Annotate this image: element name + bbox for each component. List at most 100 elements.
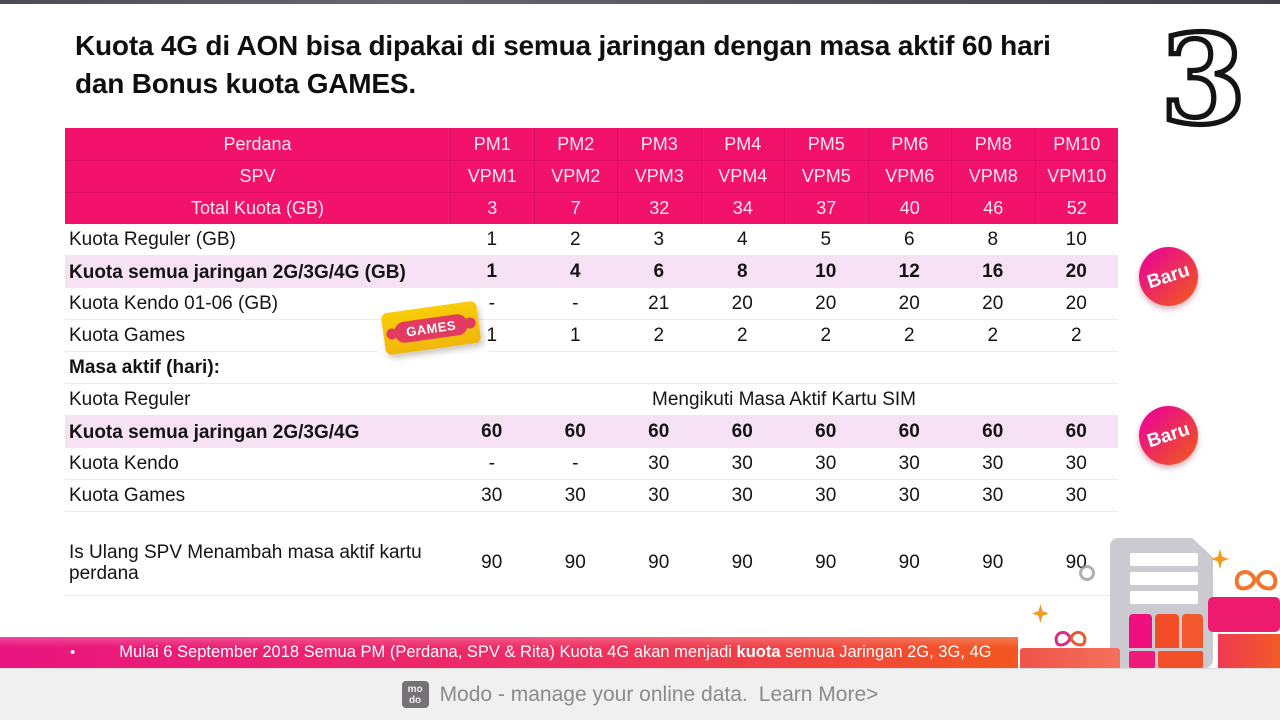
value-cell: 60	[815, 421, 837, 442]
table-row: Kuota Kendo - - 30 30 30 30 30 30	[65, 448, 1118, 480]
tri-3-logo: 3	[1142, 5, 1260, 154]
value-cell: 6	[653, 261, 665, 282]
sim-stripe	[1130, 572, 1198, 585]
header-row-label: Perdana	[223, 133, 292, 154]
value-cell: -	[488, 452, 495, 474]
value-cell: -	[488, 292, 495, 314]
header-cell: PM5	[784, 128, 868, 160]
header-cell: 3	[450, 193, 534, 224]
sparkle-icon	[1211, 549, 1229, 569]
value-cell: 90	[898, 551, 920, 573]
header-cell: PM4	[700, 128, 785, 160]
value-cell: 1	[569, 324, 581, 346]
value-cell: 3	[653, 228, 665, 250]
value-cell: 90	[648, 551, 670, 573]
table-row: Masa aktif (hari):	[65, 352, 1118, 384]
modo-logo-top: mo	[407, 683, 423, 695]
games-sticker-label: GAMES	[405, 317, 457, 339]
value-cell: 60	[898, 421, 920, 442]
table-row: Kuota semua jaringan 2G/3G/4G (GB) 1 4 6 8 10…	[65, 256, 1118, 288]
value-cell: 20	[815, 292, 837, 314]
value-cell: 2	[820, 324, 832, 346]
value-cell: 4	[736, 228, 748, 250]
sim-card-illustration	[1110, 538, 1213, 668]
table-row: Kuota Kendo 01-06 (GB) - - 21 20 20 20 20 20	[65, 288, 1118, 320]
top-border-strip	[0, 0, 1280, 4]
value-cell: 1	[486, 261, 498, 282]
header-cell: 40	[867, 193, 952, 224]
brick-decoration	[1158, 651, 1203, 668]
value-cell: 2	[569, 228, 581, 250]
value-cell: 20	[731, 292, 753, 314]
baru-badge-quota: Baru	[1139, 247, 1198, 306]
value-cell: 90	[815, 551, 837, 573]
value-cell: 10	[815, 261, 837, 282]
value-cell: 10	[1065, 228, 1087, 250]
value-cell: 30	[731, 484, 753, 506]
app-banner[interactable]: mo do Modo - manage your online data. Le…	[0, 668, 1280, 720]
value-cell: 30	[1065, 484, 1087, 506]
brick-decoration	[1155, 614, 1179, 648]
value-cell: 30	[481, 484, 503, 506]
value-cell: 2	[903, 324, 915, 346]
value-cell: 30	[982, 452, 1004, 474]
value-cell: 20	[982, 292, 1004, 314]
header-row-label: SPV	[239, 166, 276, 186]
header-cell: PM1	[450, 128, 534, 160]
modo-logo: mo do	[401, 681, 429, 708]
value-cell: 30	[564, 484, 586, 506]
table-row: Kuota semua jaringan 2G/3G/4G 60 60 60 60 60 6…	[65, 416, 1118, 448]
row-label: Kuota semua jaringan 2G/3G/4G	[69, 421, 360, 443]
header-cell: VPM1	[450, 161, 534, 192]
header-cell: VPM10	[1034, 161, 1119, 192]
value-cell: -	[572, 292, 579, 314]
header-cell: 46	[951, 193, 1035, 224]
banner-learn-more-link[interactable]: Learn More>	[758, 682, 879, 706]
header-cell: 37	[784, 193, 868, 224]
baru-badge-validity: Baru	[1139, 406, 1198, 465]
value-cell: 30	[815, 484, 837, 506]
table-row: Kuota Games 30 30 30 30 30 30 30 30	[65, 480, 1118, 512]
sim-stripe	[1130, 553, 1198, 566]
banner-text: Modo - manage your online data.	[439, 682, 748, 706]
header-cell: VPM4	[700, 161, 785, 192]
table-header: Perdana PM1 PM2 PM3 PM4 PM5 PM6 PM8 PM10 SPV VPM1 V…	[65, 128, 1118, 224]
slide-title: Kuota 4G di AON bisa dipakai di semua ja…	[75, 27, 1085, 103]
games-sticker-band: GAMES	[392, 312, 470, 344]
value-cell: 16	[982, 261, 1004, 282]
row-label: Kuota Reguler	[69, 389, 191, 410]
header-cell: PM6	[867, 128, 952, 160]
value-cell: 12	[898, 261, 920, 282]
row-span-text: Mengikuti Masa Aktif Kartu SIM	[652, 388, 916, 410]
value-cell: 30	[731, 452, 753, 474]
value-cell: 8	[987, 228, 999, 250]
row-label: Is Ulang SPV Menambah masa aktif kartu p…	[69, 541, 422, 584]
table-row: Kuota Reguler Mengikuti Masa Aktif Kartu …	[65, 384, 1118, 416]
value-cell: 20	[1065, 292, 1087, 314]
footnote-text-before: Mulai 6 September 2018 Semua PM (Perdana…	[119, 643, 737, 661]
footnote-bold-word: kuota	[736, 643, 781, 661]
value-cell: 30	[648, 452, 670, 474]
modo-logo-bottom: do	[408, 694, 422, 706]
footnote-bullet: •	[70, 644, 76, 661]
value-cell: 90	[481, 551, 503, 573]
slide-title-line2: dan Bonus kuota GAMES.	[75, 68, 416, 99]
header-cell: 7	[533, 193, 618, 224]
value-cell: 5	[820, 228, 832, 250]
svg-text:3: 3	[1161, 18, 1246, 138]
baru-badge-label: Baru	[1144, 418, 1193, 452]
value-cell: 60	[982, 421, 1004, 442]
value-cell: 2	[653, 324, 665, 346]
quota-table: Perdana PM1 PM2 PM3 PM4 PM5 PM6 PM8 PM10 SPV VPM1 V…	[65, 128, 1118, 596]
gift-bow-icon	[1252, 566, 1280, 594]
tri-3-logo-icon: 3	[1158, 5, 1249, 154]
sim-stripe	[1130, 591, 1198, 604]
value-cell: 2	[987, 324, 999, 346]
value-cell: 30	[815, 452, 837, 474]
value-cell: 60	[564, 421, 586, 442]
brick-decoration	[1182, 614, 1203, 648]
slide-title-line1: Kuota 4G di AON bisa dipakai di semua ja…	[75, 30, 1051, 61]
value-cell: 90	[564, 551, 586, 573]
row-label: Kuota Kendo 01-06 (GB)	[69, 293, 279, 314]
value-cell: 60	[481, 421, 503, 442]
